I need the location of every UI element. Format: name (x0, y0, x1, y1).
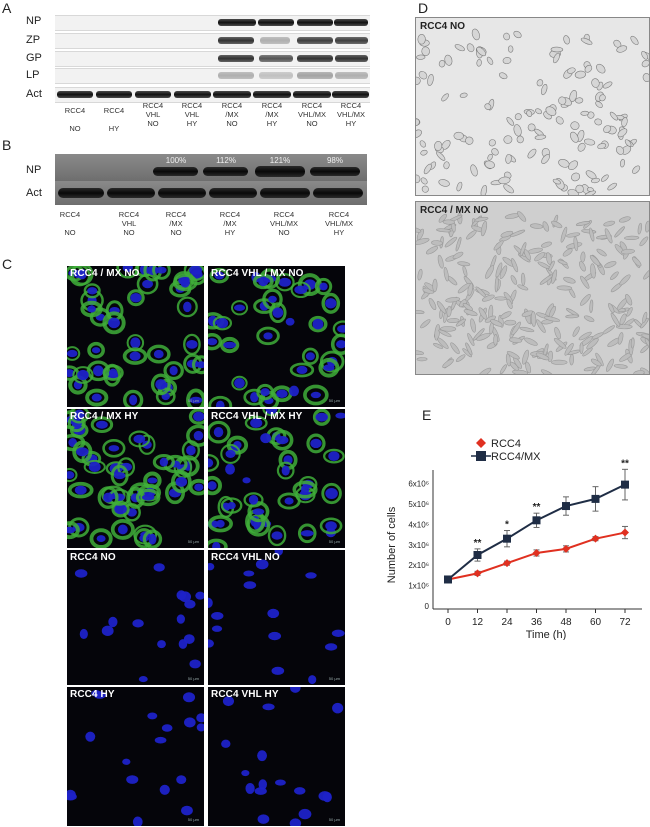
x-tick-label: 12 (472, 617, 484, 628)
data-point-rcc4 (503, 559, 511, 568)
data-point-rcc4 (473, 569, 482, 578)
growth-curve-chart: RCC4 RCC4/MX 0 1x10⁶ 2x10⁶ 3x10⁶ 4x10⁶ 5x10⁶ 6… (386, 438, 642, 640)
significance-marker: ** (621, 458, 629, 469)
percent-label-2: 112% (216, 156, 236, 165)
row-label-gp: GP (26, 52, 42, 64)
legend-marker-rcc4 (476, 438, 486, 448)
y-tick-label: 2x10⁶ (408, 561, 429, 570)
gel-a-lane-5: RCC4/MX NO (221, 101, 243, 128)
y-axis-label: Number of cells (386, 506, 398, 583)
x-tick-label: 48 (560, 617, 572, 628)
gel-a-lane-6: RCC4/MX HY (261, 101, 283, 128)
gel-b-lane-6: RCC4 VHL/MX HY (325, 210, 353, 237)
x-tick-label: 36 (531, 617, 543, 628)
gel-a-lane-4: RCC4 VHL HY (181, 101, 203, 128)
percent-label-1: 100% (165, 156, 187, 165)
gel-b-lane-4: RCC4/MX HY (219, 210, 241, 237)
gel-row-lp (55, 68, 370, 84)
chart-legend: RCC4 RCC4/MX (471, 438, 541, 463)
data-point-rcc4 (532, 548, 541, 557)
data-point-rcc4 (591, 534, 600, 543)
y-tick-label: 0 (425, 602, 430, 611)
data-point-rcc4-mx (621, 480, 629, 489)
significance-marker: * (505, 520, 509, 531)
western-blot-np: 100% 112% 121% 98% (55, 154, 367, 181)
legend-label-rcc4-mx: RCC4/MX (491, 451, 541, 463)
if-rcc4-no: RCC4 NO 50 µm (67, 550, 204, 685)
western-blot-act (55, 181, 367, 205)
y-tick-label: 4x10⁶ (408, 520, 429, 529)
panel-label-e: E (422, 407, 432, 423)
gel-row-zp (55, 33, 370, 49)
panel-c: RCC4 / MX NO 50 µm RCC4 VHL / MX NO 50 µ… (67, 266, 345, 826)
data-point-rcc4-mx (591, 494, 600, 503)
if-rcc4-mx-no: RCC4 / MX NO 50 µm (67, 266, 204, 407)
row-label-np-b: NP (26, 164, 42, 176)
gel-a-lane-7: RCC4 VHL/MX NO (298, 101, 326, 128)
gel-b-lane-1: RCC4 NO (59, 210, 81, 237)
if-rcc4-mx-hy: RCC4 / MX HY 50 µm (67, 409, 204, 548)
gel-b-lane-3: RCC4/MX NO (165, 210, 187, 237)
row-label-lp: LP (26, 69, 40, 81)
gel-row-np (55, 15, 370, 31)
data-point-rcc4-mx (444, 575, 452, 584)
x-tick-label: 24 (501, 617, 513, 628)
percent-label-3: 121% (269, 156, 291, 165)
x-tick-label: 60 (590, 617, 602, 628)
x-tick-label: 0 (445, 617, 451, 628)
x-tick-label: 72 (619, 617, 631, 628)
row-label-act-b: Act (26, 187, 42, 199)
gel-row-gp (55, 51, 370, 67)
micrograph-rcc4-mx-no: RCC4 / MX NO (415, 201, 650, 375)
panel-label-c: C (2, 256, 13, 272)
y-tick-label: 5x10⁶ (408, 500, 429, 509)
gel-b-lane-5: RCC4 VHL/MX NO (270, 210, 298, 237)
y-tick-label: 3x10⁶ (408, 541, 429, 550)
panel-label-d: D (418, 0, 429, 16)
micrograph-rcc4-no: RCC4 NO (415, 17, 650, 196)
percent-label-4: 98% (326, 156, 343, 165)
if-rcc4-vhl-mx-no: RCC4 VHL / MX NO 50 µm (208, 266, 345, 407)
legend-label-rcc4: RCC4 (491, 438, 521, 450)
gel-a-lane-1: RCC4 NO (64, 106, 86, 133)
gel-row-act (55, 87, 370, 103)
if-rcc4-vhl-mx-hy: RCC4 VHL / MX HY 50 µm (208, 409, 345, 548)
row-label-zp: ZP (26, 34, 41, 46)
panel-label-b: B (2, 137, 12, 153)
data-point-rcc4-mx (503, 534, 511, 543)
data-point-rcc4 (562, 544, 570, 553)
row-label-act: Act (26, 88, 42, 100)
data-point-rcc4-mx (473, 551, 482, 559)
y-tick-label: 6x10⁶ (408, 480, 429, 489)
y-tick-label: 1x10⁶ (408, 582, 429, 591)
if-rcc4-vhl-hy: RCC4 VHL HY 50 µm (208, 687, 345, 826)
if-rcc4-hy: RCC4 HY 50 µm (67, 687, 204, 826)
data-point-rcc4 (621, 528, 629, 537)
data-point-rcc4-mx (532, 516, 541, 525)
gel-a-lane-2: RCC4 HY (103, 106, 125, 133)
x-axis-label: Time (h) (526, 629, 567, 640)
if-rcc4-vhl-no: RCC4 VHL NO 50 µm (208, 550, 345, 685)
gel-a-lane-8: RCC4 VHL/MX HY (337, 101, 365, 128)
gel-b-lane-2: RCC4 VHL NO (118, 210, 140, 237)
significance-marker: ** (533, 502, 541, 513)
panel-label-a: A (2, 0, 12, 16)
gel-a-lane-3: RCC4 VHL NO (142, 101, 164, 128)
row-label-np: NP (26, 15, 42, 27)
significance-marker: ** (474, 538, 482, 549)
data-point-rcc4-mx (562, 502, 570, 511)
